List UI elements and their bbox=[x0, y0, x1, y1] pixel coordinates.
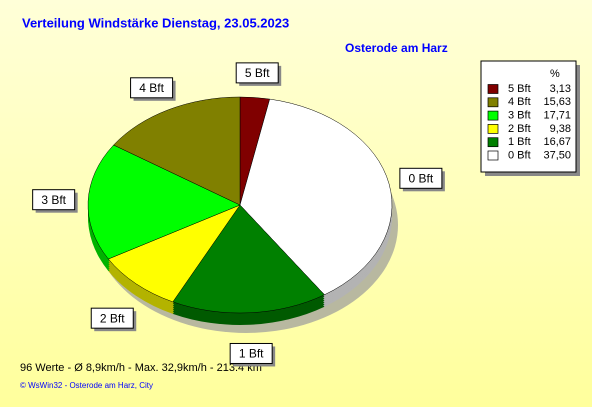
slice-label: 2 Bft bbox=[100, 311, 125, 325]
copyright: © WsWin32 - Osterode am Harz, City bbox=[20, 381, 153, 390]
legend-label: 2 Bft bbox=[508, 123, 531, 135]
legend-swatch bbox=[487, 137, 499, 148]
footer: 96 Werte - Ø 8,9km/h - Max. 32,9km/h - 2… bbox=[20, 362, 262, 374]
slice-label-box bbox=[235, 62, 279, 84]
legend-label: 1 Bft bbox=[508, 136, 531, 148]
pie: 5 Bft 0 Bft 1 Bft 2 Bft 3 Bft 4 Bft bbox=[32, 62, 445, 367]
legend-label: 0 Bft bbox=[508, 149, 531, 161]
slice-label-box bbox=[130, 77, 174, 99]
slice-label-box bbox=[399, 167, 443, 189]
legend-label: 4 Bft bbox=[508, 96, 531, 108]
slice-label: 5 Bft bbox=[245, 66, 270, 80]
slice bbox=[239, 98, 393, 296]
legend-label: 3 Bft bbox=[508, 110, 531, 122]
slice-label: 3 Bft bbox=[41, 193, 66, 207]
legend-value: 16,67 bbox=[543, 136, 571, 148]
slice-label: 1 Bft bbox=[239, 347, 264, 361]
slice bbox=[172, 204, 325, 314]
legend-value: 37,50 bbox=[543, 149, 571, 161]
legend-swatch bbox=[487, 110, 499, 121]
legend-swatch bbox=[487, 124, 499, 134]
legend-entries: 5 Bft 3,13 4 Bft 15,63 3 Bft 17,71 2 Bft 9,38 1 … bbox=[487, 83, 571, 161]
legend-value: 17,71 bbox=[543, 110, 571, 122]
slice-label: 0 Bft bbox=[409, 171, 434, 185]
slice-label-box bbox=[90, 307, 134, 329]
legend-value: 9,38 bbox=[550, 123, 571, 135]
legend-swatch bbox=[487, 150, 499, 161]
slice bbox=[113, 96, 241, 206]
chart-subtitle: Osterode am Harz bbox=[345, 41, 448, 55]
legend-value: 15,63 bbox=[543, 96, 571, 108]
legend-swatch bbox=[487, 84, 499, 94]
legend-value: 3,13 bbox=[550, 83, 571, 95]
chart-title: Verteilung Windstärke Dienstag, 23.05.20… bbox=[22, 15, 289, 30]
slice-label: 4 Bft bbox=[139, 81, 164, 95]
slice bbox=[87, 144, 241, 260]
legend-label: 5 Bft bbox=[508, 83, 531, 95]
legend-title: % bbox=[550, 68, 560, 80]
legend-swatch bbox=[487, 97, 499, 108]
slice bbox=[107, 204, 241, 303]
slice-label-box bbox=[32, 189, 76, 211]
slice-label-box bbox=[229, 342, 273, 364]
